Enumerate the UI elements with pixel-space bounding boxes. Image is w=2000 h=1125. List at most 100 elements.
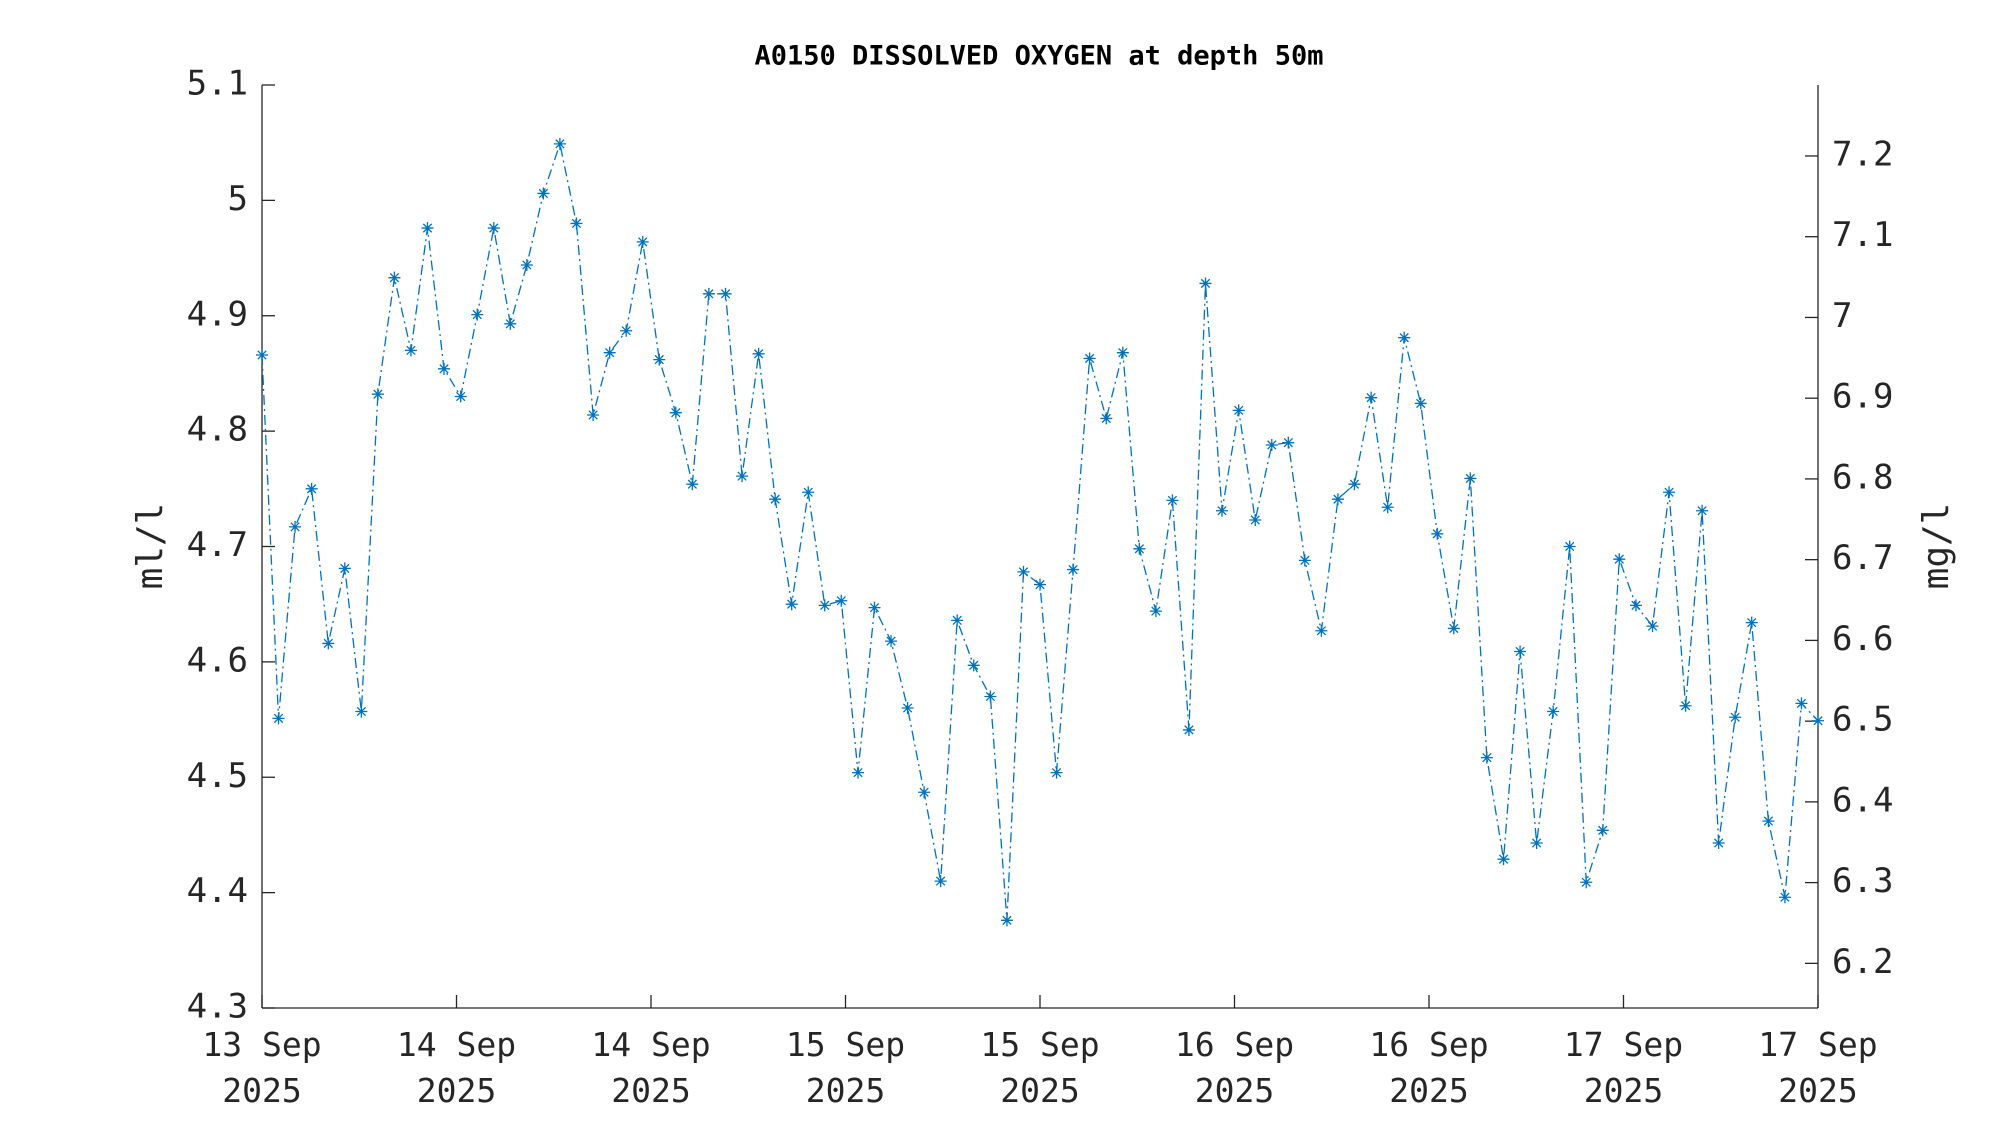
y2-tick-label: 6.8 [1832, 457, 1893, 497]
marker [1216, 504, 1229, 517]
y-tick-label: 4.5 [187, 756, 248, 796]
marker [1745, 616, 1758, 629]
y-tick-label: 5 [228, 179, 248, 219]
marker [951, 614, 964, 627]
marker [1182, 723, 1195, 736]
marker [1050, 766, 1063, 779]
marker [454, 390, 467, 403]
y2-tick-label: 6.4 [1832, 780, 1893, 820]
y-tick-label: 4.7 [187, 525, 248, 565]
y2-tick-label: 7 [1832, 296, 1852, 336]
marker [520, 258, 533, 271]
marker [1778, 891, 1791, 904]
marker [1100, 412, 1113, 425]
marker [1431, 527, 1444, 540]
marker [1034, 578, 1046, 591]
marker [388, 271, 401, 284]
x-tick-label: 17 Sep 2025 [1563, 1025, 1684, 1110]
marker [1083, 352, 1096, 365]
marker [371, 388, 384, 401]
y2-tick-label: 7.1 [1832, 215, 1893, 255]
marker [669, 406, 682, 419]
marker [1530, 837, 1543, 850]
y2-tick-label: 6.2 [1832, 942, 1893, 982]
marker [1679, 699, 1692, 712]
x-tick-label: 16 Sep 2025 [1174, 1025, 1295, 1110]
x-tick-label: 15 Sep 2025 [980, 1025, 1100, 1110]
marker [1133, 542, 1146, 555]
marker [636, 235, 649, 248]
marker [1199, 277, 1212, 290]
marker [487, 222, 500, 235]
y2-axis-label: mg/l [1916, 503, 1957, 590]
y-tick-label: 4.8 [187, 410, 248, 450]
marker [1116, 346, 1129, 359]
x-tick-label: 15 Sep 2025 [785, 1025, 906, 1110]
marker [587, 408, 600, 421]
marker [1067, 563, 1080, 576]
marker [1663, 486, 1676, 499]
marker [1712, 837, 1725, 850]
marker [1249, 513, 1262, 526]
marker [1762, 815, 1775, 828]
marker [272, 712, 285, 725]
marker [537, 187, 550, 200]
marker [984, 690, 997, 703]
marker [570, 217, 583, 230]
marker [769, 493, 782, 506]
marker [851, 766, 864, 779]
marker [1480, 751, 1493, 764]
marker [1265, 438, 1278, 451]
marker [438, 362, 451, 375]
marker [885, 635, 898, 648]
x-tick-label: 14 Sep 2025 [591, 1025, 711, 1110]
y-tick-label: 4.6 [187, 640, 248, 680]
marker [1149, 605, 1162, 618]
marker [918, 786, 931, 799]
marker [1696, 504, 1709, 517]
y-axis-label: ml/l [130, 503, 171, 590]
y2-tick-label: 6.7 [1832, 538, 1893, 578]
marker [1282, 436, 1295, 449]
marker [934, 875, 947, 888]
chart-title: A0150 DISSOLVED OXYGEN at depth 50m [755, 41, 1324, 72]
marker [1464, 472, 1477, 485]
marker [289, 520, 302, 533]
data-line [261, 141, 1819, 921]
marker [1331, 493, 1344, 506]
marker [1447, 622, 1460, 635]
marker [1629, 599, 1642, 612]
marker [1414, 397, 1427, 410]
marker [1563, 540, 1576, 553]
marker [1729, 711, 1742, 724]
marker [504, 317, 517, 330]
marker [1166, 494, 1179, 507]
marker [256, 348, 268, 361]
marker [338, 562, 351, 575]
marker [305, 482, 318, 495]
marker [736, 470, 749, 483]
marker [1514, 645, 1527, 658]
x-tick-label: 13 Sep 2025 [202, 1025, 322, 1110]
y-tick-label: 4.9 [187, 294, 248, 334]
marker [1348, 478, 1361, 491]
marker [1000, 914, 1013, 927]
marker [1365, 391, 1378, 404]
marker [1795, 697, 1808, 710]
marker [1812, 714, 1824, 727]
marker [1298, 554, 1311, 567]
marker [901, 702, 914, 715]
marker [355, 705, 368, 718]
marker [421, 222, 434, 235]
marker [802, 486, 815, 499]
marker [868, 601, 881, 614]
x-tick-label: 17 Sep 2025 [1758, 1025, 1878, 1110]
marker [686, 478, 699, 491]
marker [818, 599, 831, 612]
y-tick-label: 5.1 [187, 64, 248, 104]
marker [1017, 565, 1030, 578]
marker [835, 594, 848, 607]
y2-tick-label: 6.5 [1832, 700, 1893, 740]
y2-tick-label: 7.2 [1832, 134, 1893, 174]
